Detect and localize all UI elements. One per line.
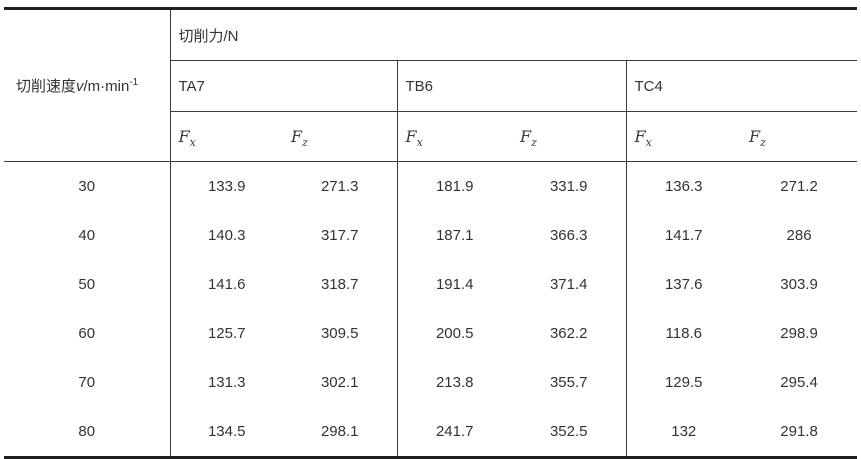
data-cell-tc4-fx: 118.6 [626,309,741,358]
header-row-force: 切削速度v/m·min-1 切削力/N [4,8,858,162]
data-cell-ta7-fz: 318.7 [283,260,398,309]
data-cell-tc4-fz: 298.9 [741,309,858,358]
data-cell-tc4-fz: 286 [741,211,858,260]
data-cell-tc4-fx: 129.5 [626,358,741,407]
data-cell-ta7-fx: 134.5 [170,407,283,458]
data-cell-tb6-fx: 187.1 [397,211,512,260]
fz-header-ta7: Fz [283,111,398,162]
data-cell-ta7-fx: 141.6 [170,260,283,309]
data-cell-tb6-fx: 241.7 [397,407,512,458]
data-cell-ta7-fz: 298.1 [283,407,398,458]
speed-cell: 80 [4,407,171,458]
data-cell-tc4-fx: 136.3 [626,161,741,211]
table-row: 80 134.5 298.1 241.7 352.5 132 291.8 [4,407,858,458]
data-cell-ta7-fz: 271.3 [283,161,398,211]
speed-unit-exponent: -1 [129,77,139,88]
data-cell-tb6-fz: 362.2 [512,309,627,358]
table-row: 40 140.3 317.7 187.1 366.3 141.7 286 [4,211,858,260]
data-cell-tc4-fz: 303.9 [741,260,858,309]
header-row-components: Fx Fz Fx Fz Fx Fz [4,111,858,162]
fx-header-tc4: Fx [626,111,741,162]
group-header-tb6: TB6 [397,60,627,112]
table-row: 70 131.3 302.1 213.8 355.7 129.5 295.4 [4,358,858,407]
group-header-ta7: TA7 [170,60,398,112]
data-cell-tb6-fz: 371.4 [512,260,627,309]
fz-header-tc4: Fz [741,111,858,162]
table-row: 30 133.9 271.3 181.9 331.9 136.3 271.2 [4,161,858,211]
fz-header-tb6: Fz [512,111,627,162]
speed-column-header: 切削速度v/m·min-1 [4,8,171,162]
data-cell-tb6-fz: 366.3 [512,211,627,260]
data-cell-tb6-fz: 352.5 [512,407,627,458]
table-row: 50 141.6 318.7 191.4 371.4 137.6 303.9 [4,260,858,309]
data-cell-ta7-fx: 131.3 [170,358,283,407]
cutting-force-table: 切削速度v/m·min-1 切削力/N TA7 TB6 TC4 Fx Fz Fx… [4,7,858,459]
header-row-alloys: TA7 TB6 TC4 [4,60,858,112]
data-cell-tc4-fz: 271.2 [741,161,858,211]
speed-cell: 40 [4,211,171,260]
data-cell-ta7-fx: 140.3 [170,211,283,260]
data-cell-tb6-fx: 181.9 [397,161,512,211]
speed-symbol: v [76,78,84,95]
speed-header-prefix: 切削速度 [16,78,77,95]
data-cell-tc4-fx: 137.6 [626,260,741,309]
force-header: 切削力/N [170,8,858,61]
speed-unit: /m·min [83,78,130,95]
data-cell-tc4-fx: 132 [626,407,741,458]
data-cell-tc4-fz: 295.4 [741,358,858,407]
data-cell-ta7-fx: 133.9 [170,161,283,211]
data-cell-ta7-fz: 309.5 [283,309,398,358]
data-cell-tc4-fx: 141.7 [626,211,741,260]
fx-header-tb6: Fx [397,111,512,162]
speed-cell: 60 [4,309,171,358]
data-cell-ta7-fz: 302.1 [283,358,398,407]
data-cell-ta7-fx: 125.7 [170,309,283,358]
data-cell-tb6-fz: 355.7 [512,358,627,407]
data-cell-tb6-fx: 191.4 [397,260,512,309]
fx-header-ta7: Fx [170,111,283,162]
data-cell-tb6-fx: 200.5 [397,309,512,358]
data-cell-ta7-fz: 317.7 [283,211,398,260]
data-cell-tc4-fz: 291.8 [741,407,858,458]
speed-cell: 30 [4,161,171,211]
speed-cell: 50 [4,260,171,309]
table-row: 60 125.7 309.5 200.5 362.2 118.6 298.9 [4,309,858,358]
data-cell-tb6-fx: 213.8 [397,358,512,407]
data-cell-tb6-fz: 331.9 [512,161,627,211]
group-header-tc4: TC4 [626,60,858,112]
speed-cell: 70 [4,358,171,407]
